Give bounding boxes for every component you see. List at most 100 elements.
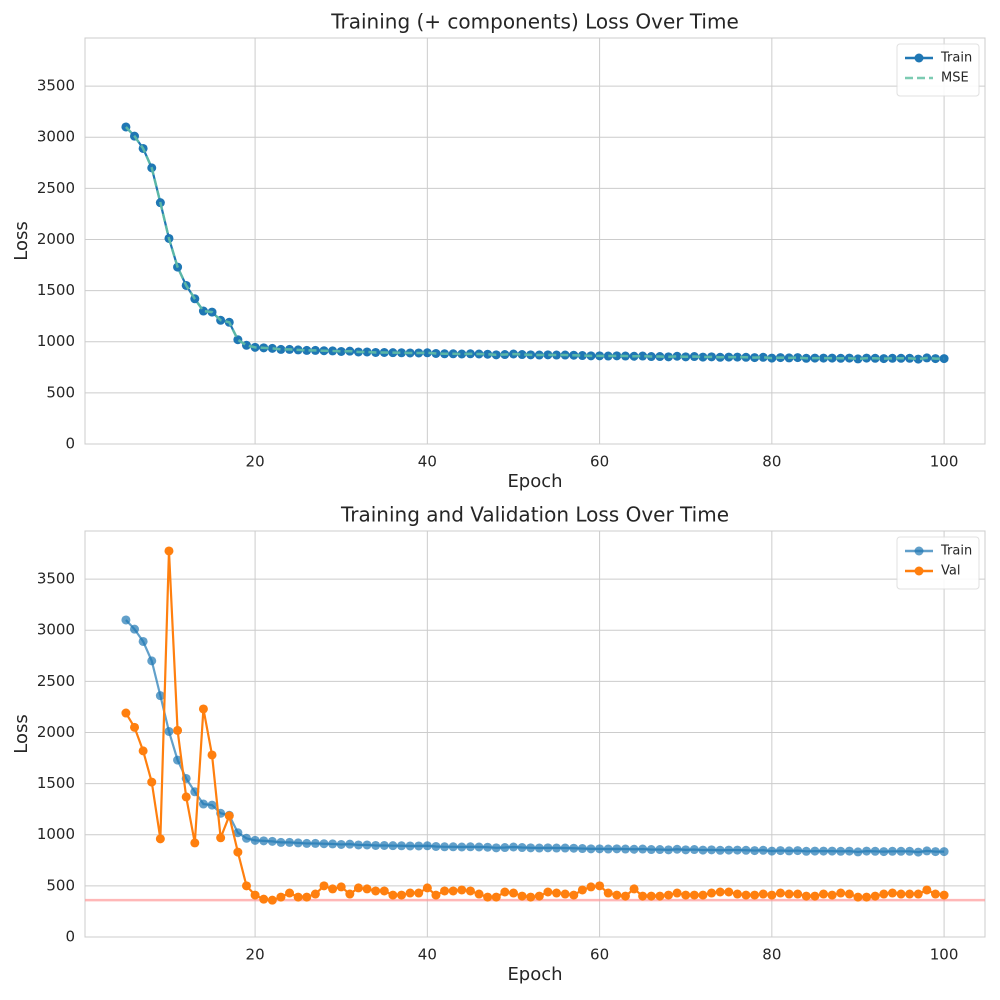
data-point [276,892,286,902]
data-point [552,888,562,898]
data-point [577,351,587,361]
data-point [319,839,329,849]
data-point [913,847,923,857]
data-point [913,889,923,899]
data-point [328,884,338,894]
data-point [379,886,389,896]
data-point [319,881,329,891]
y-tick-label: 2000 [37,230,75,248]
data-point [224,811,234,821]
data-point [853,847,863,857]
data-point [793,846,803,856]
data-point [595,844,605,854]
data-point [250,835,260,845]
data-point [526,843,536,853]
data-point [483,349,493,359]
data-point [698,352,708,362]
x-axis-label: Epoch [507,964,562,985]
data-point [448,842,458,852]
data-point [250,890,260,900]
data-point [414,888,424,898]
data-point [939,890,949,900]
data-point [422,883,432,893]
data-point [870,846,880,856]
data-point [130,722,140,732]
legend-label: Train [940,544,972,559]
data-point [431,890,441,900]
data-point [758,352,768,362]
data-point [689,845,699,855]
data-point [465,886,475,896]
data-point [552,350,562,360]
data-point [414,841,424,851]
data-point [732,352,742,362]
x-tick-label: 40 [418,453,437,471]
y-tick-label: 1500 [37,774,75,792]
y-tick-label: 1000 [37,825,75,843]
data-point [922,846,932,856]
data-point [517,843,527,853]
data-point [930,889,940,899]
data-point [775,846,785,856]
data-point [853,892,863,902]
data-point [681,845,691,855]
data-point [526,892,536,902]
data-point [405,888,415,898]
data-point [862,846,872,856]
chart-title: Training (+ components) Loss Over Time [330,10,739,34]
data-point [595,881,605,891]
data-point [534,891,544,901]
data-point [181,792,191,802]
data-point [336,882,346,892]
data-point [147,656,157,666]
y-tick-label: 500 [46,876,75,894]
data-point [233,847,243,857]
data-point [267,895,277,905]
data-point [207,750,217,760]
data-point [784,889,794,899]
data-point [767,846,777,856]
data-point [784,846,794,856]
data-point [276,344,286,354]
data-point [422,841,432,851]
data-point [371,886,381,896]
data-point [379,840,389,850]
data-point [758,845,768,855]
data-point [336,346,346,356]
subplot: 0 500 1000 1500 2000 2500 3000 3500 20 40 60 80 100 T… [11,10,986,492]
data-point [750,846,760,856]
series-line [125,619,945,854]
data-point [793,889,803,899]
data-point [345,889,355,899]
data-point [603,351,613,361]
data-point [155,691,165,701]
data-point [707,888,717,898]
data-point [827,890,837,900]
legend: Train Val [896,536,980,590]
data-point [801,846,811,856]
data-point [655,845,665,855]
data-point [663,845,673,855]
data-point [267,343,277,353]
data-point [302,838,312,848]
data-point [775,888,785,898]
data-point [336,839,346,849]
data-point [715,845,725,855]
legend-marker [914,53,924,63]
y-tick-label: 0 [65,435,75,453]
data-point [121,615,131,625]
data-point [879,847,889,857]
data-point [612,844,622,854]
data-point [285,837,295,847]
data-point [810,846,820,856]
data-point [913,354,923,364]
data-point [612,890,622,900]
data-point [603,844,613,854]
data-point [285,888,295,898]
data-point [259,836,269,846]
data-point [810,891,820,901]
data-point [190,838,200,848]
data-point [750,890,760,900]
data-point [586,844,596,854]
data-point [353,883,363,893]
